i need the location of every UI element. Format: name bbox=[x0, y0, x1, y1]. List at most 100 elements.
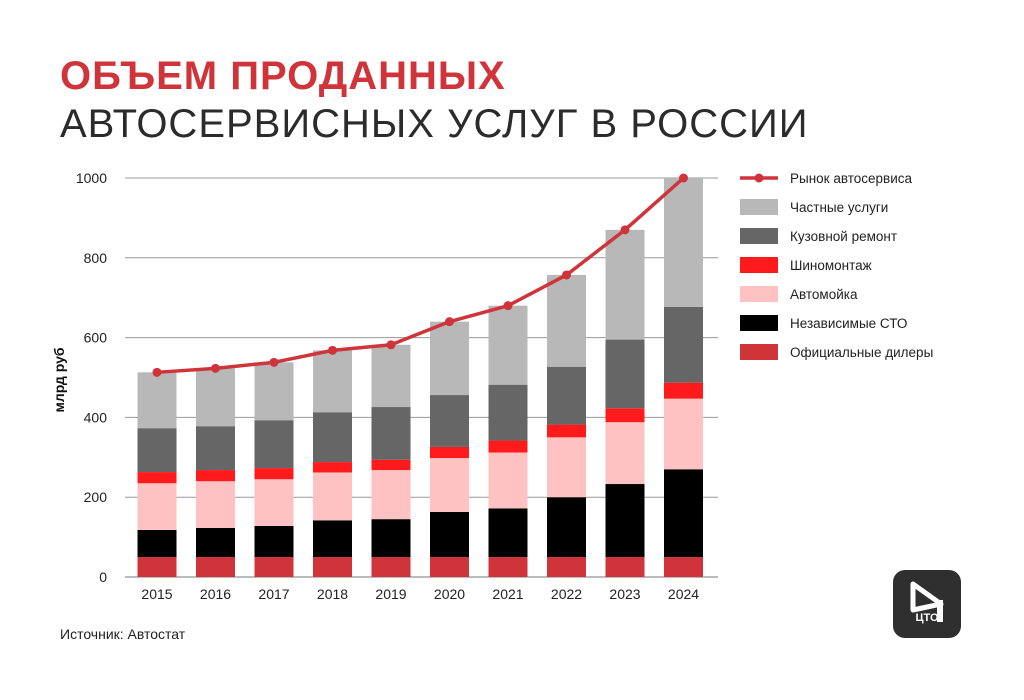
bar-segment bbox=[488, 384, 528, 441]
bar-segment bbox=[196, 557, 235, 577]
line-series bbox=[156, 176, 685, 375]
bar-segment bbox=[313, 412, 352, 463]
bar-segment bbox=[664, 382, 703, 399]
bar-segment bbox=[196, 527, 235, 558]
line-point bbox=[152, 367, 162, 377]
y-tick-label: 200 bbox=[84, 489, 108, 505]
bar-segment bbox=[313, 462, 352, 473]
legend-swatch bbox=[740, 286, 778, 302]
y-tick-label: 800 bbox=[84, 250, 108, 266]
bar-segment bbox=[371, 344, 411, 408]
bar-segment bbox=[547, 437, 586, 498]
bar-segment bbox=[664, 178, 703, 307]
line-point bbox=[620, 225, 630, 235]
y-tick-label: 400 bbox=[84, 409, 108, 425]
bar-segment bbox=[430, 446, 469, 459]
legend-swatch bbox=[740, 315, 778, 331]
bar-segment bbox=[605, 229, 645, 340]
bar-segment bbox=[547, 497, 586, 558]
bar-segment bbox=[488, 557, 528, 577]
bar-segment bbox=[137, 483, 177, 530]
legend: Рынок автосервиса Частные услуги Кузовной … bbox=[740, 171, 933, 360]
chart-title-line1: ОБЪЕМ ПРОДАННЫХ bbox=[60, 54, 506, 98]
line-point bbox=[503, 301, 513, 311]
legend-swatch bbox=[740, 228, 778, 244]
bar-segment bbox=[605, 422, 645, 485]
legend-label: Частные услуги bbox=[790, 200, 888, 215]
bar-segment bbox=[664, 469, 703, 558]
y-tick-label: 600 bbox=[84, 330, 108, 346]
line-point bbox=[328, 345, 337, 355]
bar-segment bbox=[371, 470, 411, 520]
bar-segment bbox=[664, 557, 703, 577]
bar-segment bbox=[371, 459, 411, 471]
bar-segment bbox=[313, 557, 352, 577]
y-tick-label: 1000 bbox=[76, 170, 107, 186]
line-point bbox=[211, 363, 220, 373]
bar-segment bbox=[137, 557, 177, 577]
bar-segment bbox=[430, 321, 469, 396]
bar-segment bbox=[664, 398, 703, 470]
y-tick-label: 0 bbox=[99, 569, 107, 585]
bar-segment bbox=[488, 452, 528, 509]
bar-segment bbox=[137, 428, 177, 473]
bar-segment bbox=[547, 424, 586, 438]
logo: ЦТО bbox=[893, 570, 961, 638]
legend-label: Рынок автосервиса bbox=[790, 171, 912, 186]
bar-segment bbox=[196, 470, 235, 482]
bar-segment bbox=[137, 529, 177, 558]
x-tick-label: 2020 bbox=[434, 586, 465, 602]
bar-segment bbox=[254, 479, 294, 526]
bar-segment bbox=[313, 520, 352, 558]
bar-segment bbox=[488, 440, 528, 453]
legend-label: Автомойка bbox=[790, 287, 858, 302]
y-axis-ticks: 0 200 400 600 800 1000 bbox=[76, 170, 107, 585]
bar-segment bbox=[430, 557, 469, 577]
bar-segment bbox=[137, 372, 177, 429]
bar-segment bbox=[605, 339, 645, 409]
bar-segment bbox=[313, 350, 352, 413]
legend-swatch bbox=[740, 199, 778, 215]
line-point bbox=[269, 357, 279, 367]
market-line bbox=[152, 173, 688, 377]
source-note: Источник: Автостат bbox=[60, 626, 186, 642]
legend-label: Официальные дилеры bbox=[790, 345, 933, 360]
bar-segment bbox=[430, 511, 469, 558]
x-tick-label: 2019 bbox=[375, 586, 406, 602]
x-tick-label: 2018 bbox=[317, 586, 348, 602]
logo-text: ЦТО bbox=[915, 612, 939, 624]
x-tick-label: 2023 bbox=[609, 586, 640, 602]
legend-label: Независимые СТО bbox=[790, 316, 907, 331]
bar-segment bbox=[488, 305, 528, 385]
bar-segment bbox=[430, 395, 469, 447]
x-tick-label: 2016 bbox=[200, 586, 231, 602]
bar-segment bbox=[605, 484, 645, 558]
line-point bbox=[445, 317, 454, 327]
legend-swatch-point bbox=[754, 173, 764, 183]
bar-segment bbox=[137, 472, 177, 484]
bar-segment bbox=[196, 426, 235, 471]
bar-segment bbox=[605, 557, 645, 577]
bar-segment bbox=[196, 481, 235, 528]
line-point bbox=[562, 270, 571, 280]
x-tick-label: 2024 bbox=[668, 586, 699, 602]
play-logo-icon bbox=[910, 581, 944, 622]
bar-segment bbox=[254, 420, 294, 469]
chart-title-line2: АВТОСЕРВИСНЫХ УСЛУГ В РОССИИ bbox=[60, 102, 809, 146]
line-point bbox=[679, 173, 688, 183]
line-point bbox=[386, 340, 396, 350]
legend-label: Кузовной ремонт bbox=[790, 229, 897, 244]
bars bbox=[137, 178, 703, 577]
bar-segment bbox=[488, 508, 528, 558]
legend-swatch bbox=[740, 257, 778, 273]
bar-segment bbox=[254, 362, 294, 421]
legend-label: Шиномонтаж bbox=[790, 258, 872, 273]
y-axis-label: млрд руб bbox=[51, 347, 67, 412]
bar-segment bbox=[254, 525, 294, 558]
bar-segment bbox=[196, 368, 235, 427]
bar-segment bbox=[254, 557, 294, 577]
bar-segment bbox=[371, 519, 411, 558]
x-tick-label: 2022 bbox=[551, 586, 582, 602]
bar-segment bbox=[371, 407, 411, 460]
